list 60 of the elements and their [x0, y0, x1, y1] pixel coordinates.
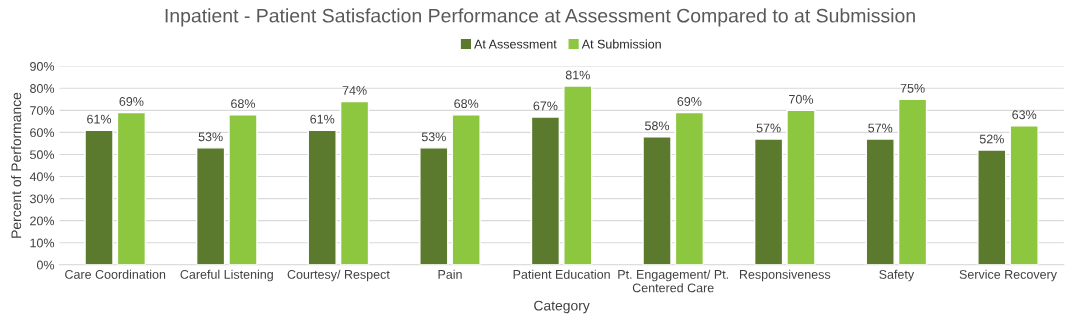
y-tick-label: 10% — [30, 238, 55, 248]
x-tick-label: Care Coordination — [65, 269, 166, 279]
data-label: 63% — [1012, 110, 1037, 120]
x-tick-label: Careful Listening — [180, 269, 273, 282]
y-tick-label: 0% — [36, 260, 55, 270]
bar — [195, 147, 226, 265]
x-tick-label: Pt. Engagement/ Pt. Centered Care — [618, 269, 728, 293]
bar — [563, 85, 593, 265]
bar — [786, 109, 816, 265]
data-label: 81% — [565, 70, 590, 80]
x-axis-title: Category — [534, 300, 590, 314]
chart-title: Inpatient - Patient Satisfaction Performance at Assessment Compared to at Submission — [165, 8, 915, 27]
data-label: 67% — [533, 101, 558, 111]
bar — [339, 100, 370, 265]
data-label: 68% — [454, 99, 479, 109]
data-label: 53% — [421, 132, 446, 142]
bar — [674, 111, 705, 265]
bar — [1009, 125, 1039, 265]
bar — [419, 147, 449, 265]
data-label: 61% — [87, 114, 112, 124]
bar — [84, 129, 114, 265]
x-tick-label: Service Recovery — [959, 269, 1057, 282]
data-label: 53% — [198, 132, 223, 142]
y-tick-label: 80% — [30, 84, 55, 93]
y-tick-label: 20% — [30, 216, 55, 226]
data-label: 69% — [119, 97, 144, 106]
data-label: 68% — [231, 99, 256, 109]
legend-label: At Assessment — [474, 39, 557, 49]
data-label: 52% — [979, 134, 1004, 144]
y-tick-label: 50% — [30, 150, 55, 160]
bar — [865, 138, 895, 265]
bar — [530, 116, 561, 265]
data-label: 58% — [645, 121, 670, 131]
bar — [307, 129, 337, 265]
x-tick-label: Pain — [438, 269, 462, 279]
data-label: 74% — [342, 86, 367, 95]
x-tick-label: Responsiveness — [739, 269, 831, 282]
data-label: 70% — [789, 94, 814, 104]
y-tick-label: 90% — [30, 62, 55, 71]
y-tick-label: 70% — [30, 106, 55, 115]
bar — [116, 111, 147, 265]
bar — [228, 114, 258, 265]
x-tick-label: Patient Education — [513, 269, 610, 279]
bar — [642, 136, 672, 265]
y-axis-title: Percent of Performance — [11, 92, 22, 238]
data-label: 61% — [310, 114, 335, 124]
bar — [977, 149, 1007, 265]
x-tick-label: Safety — [879, 269, 915, 282]
data-label: 69% — [677, 97, 702, 106]
bar — [753, 138, 784, 265]
x-tick-label: Courtesy/ Respect — [287, 269, 390, 282]
y-tick-label: 30% — [30, 194, 55, 204]
bar — [451, 114, 481, 265]
data-label: 75% — [900, 83, 925, 93]
y-tick-label: 60% — [30, 128, 55, 138]
legend-label: At Submission — [581, 39, 661, 49]
data-label: 57% — [756, 123, 781, 133]
bar — [897, 98, 928, 265]
data-label: 57% — [868, 123, 893, 133]
y-tick-label: 40% — [29, 172, 55, 182]
